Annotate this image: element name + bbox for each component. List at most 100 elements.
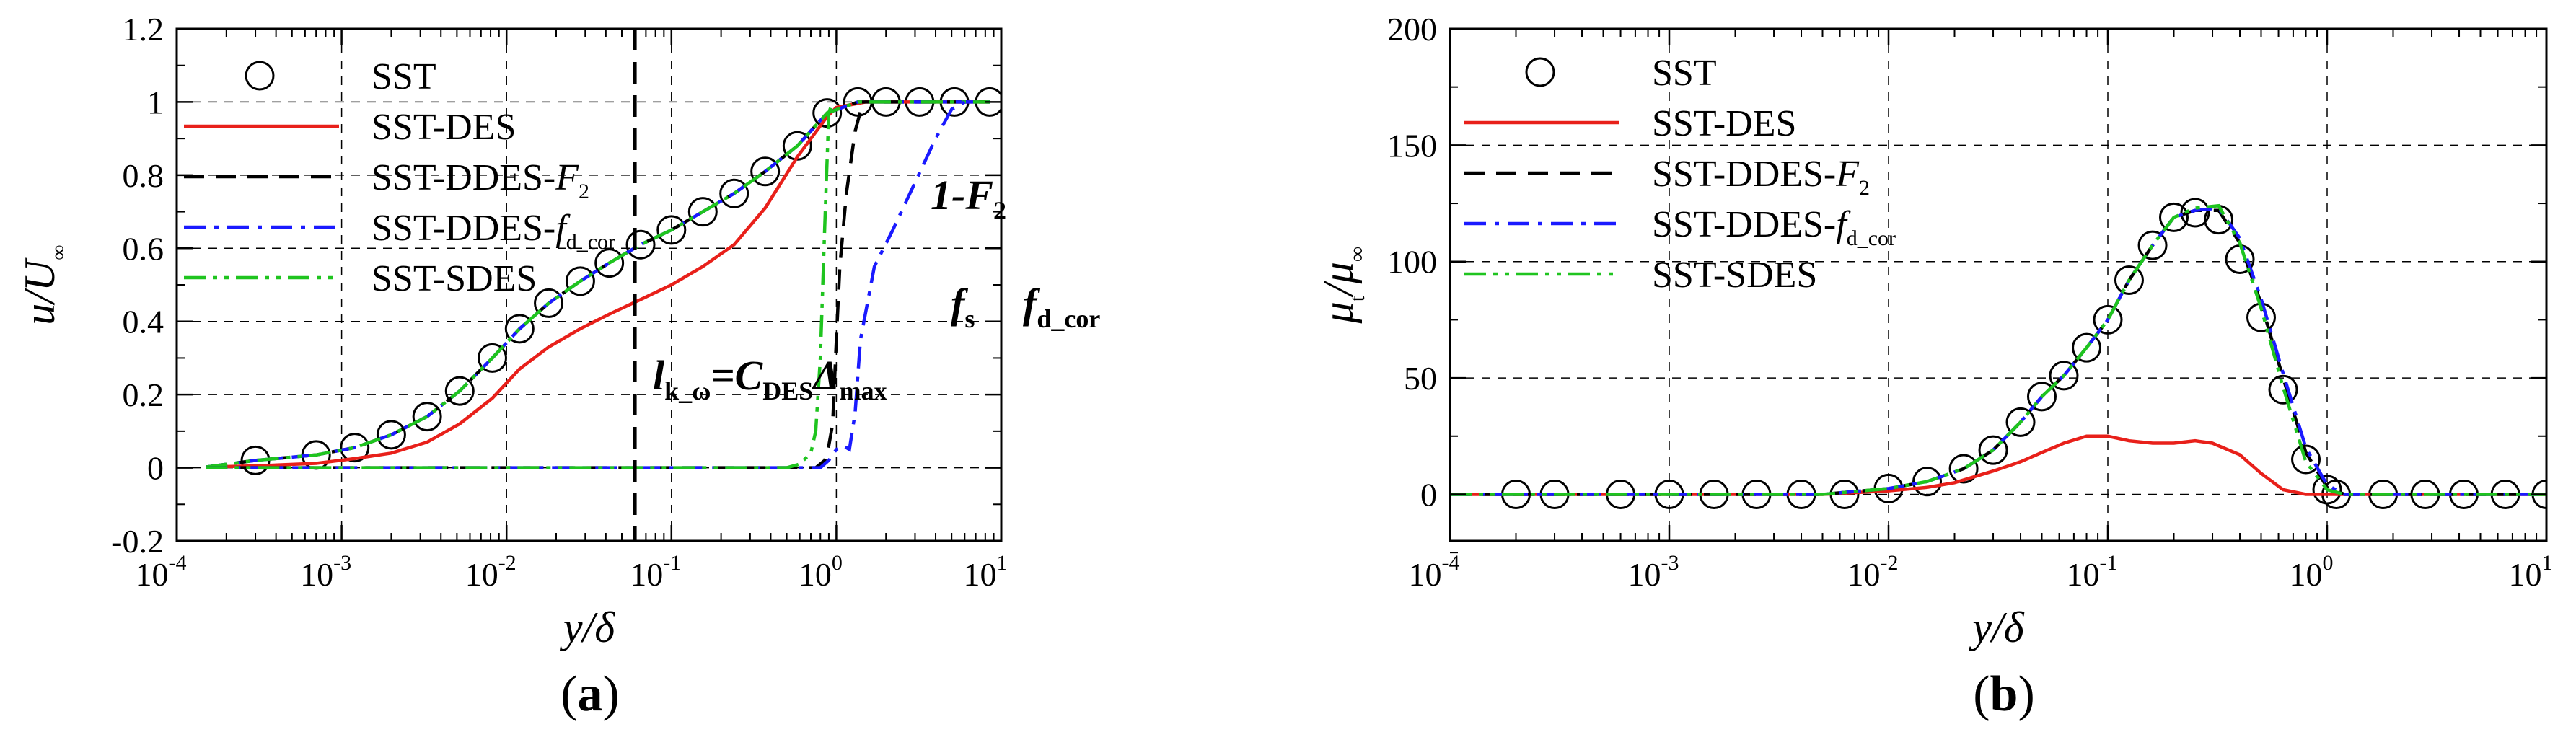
legend-label: SST-DES — [1652, 103, 1796, 144]
ann-fd-sub: d_cor — [1037, 304, 1100, 333]
legend-label: SST — [1652, 53, 1717, 94]
legend: SSTSST-DESSST-DDES-F2SST-DDES-fd_corSST-… — [1464, 53, 1896, 296]
series-line-fs — [206, 101, 835, 469]
legend-entry: SST-DDES-F2 — [1652, 154, 1870, 200]
y-axis-title-u: u — [16, 304, 63, 325]
legend-label-sub: 2 — [579, 180, 589, 203]
data-point-sst — [2026, 382, 2057, 412]
plot-frame — [1449, 27, 2548, 542]
legend-entry: SST-DES — [1652, 103, 1796, 144]
ann-f2-sub: 2 — [993, 196, 1006, 225]
data-point-sst — [2291, 444, 2321, 475]
data-point-sst — [376, 420, 406, 450]
grid — [1450, 29, 2546, 541]
y-tick-label: 0 — [147, 450, 164, 487]
data-point-sst — [412, 402, 442, 432]
legend-label-sub: d_cor — [566, 230, 615, 254]
x-axis-title: y/δ — [559, 604, 615, 651]
series-line-sst-sdes — [1450, 203, 2546, 496]
x-tick-exponent: -4 — [169, 551, 187, 575]
legend-marker-circle — [1525, 57, 1555, 87]
annotation-1-f2: 1-F2 — [931, 172, 1006, 225]
data-point-sst — [504, 314, 535, 344]
data-point-sst — [2093, 304, 2123, 335]
y-tick-label: 0.2 — [123, 376, 164, 413]
x-tick-exponent: -1 — [663, 551, 681, 575]
x-tick-exponent: -2 — [1881, 551, 1899, 575]
x-tick-label: 10-2 — [1847, 551, 1899, 593]
x-tick-base: 10 — [2067, 556, 2100, 593]
legend-entry: SST-SDES — [1652, 255, 1817, 296]
legend: SSTSST-DESSST-DDES-F2SST-DDES-fd_corSST-… — [184, 56, 615, 299]
data-point-sst — [1912, 467, 1943, 497]
x-tick-base: 10 — [1628, 556, 1661, 593]
data-point-sst — [2159, 202, 2189, 232]
ann-l: l — [653, 352, 665, 399]
panel-label: (b) — [1973, 666, 2035, 722]
x-tick-exponent: -3 — [1661, 551, 1679, 575]
x-tick-label: 10-1 — [630, 551, 681, 593]
data-point-sst — [2180, 198, 2210, 228]
y-axis-title-U: U — [16, 257, 63, 291]
x-tick-exponent: 0 — [2323, 551, 2334, 575]
ann-sub3: max — [840, 376, 887, 405]
data-point-sst — [625, 229, 656, 260]
data-point-sst — [2049, 361, 2079, 391]
data-point-sst — [719, 178, 749, 208]
x-tick-label: 10-4 — [136, 551, 187, 593]
x-tick-base: 10 — [136, 556, 169, 593]
y-axis-title: u/U∞ — [16, 244, 71, 325]
x-tick-exponent: -2 — [498, 551, 516, 575]
x-tick-label: 10-1 — [2067, 551, 2118, 593]
y-tick-label: 1 — [147, 84, 164, 120]
series-line-fd-cor — [206, 100, 966, 469]
x-tick-label: 10-3 — [1628, 551, 1679, 593]
plot-area — [206, 87, 1001, 475]
legend-label-italic: F — [555, 157, 579, 198]
ann-sub: k_ω — [664, 376, 711, 405]
y-axis-title-mu: μ — [1314, 301, 1362, 324]
x-axis-title-delta: δ — [594, 604, 615, 651]
legend-entry: SST — [372, 56, 436, 97]
panel-label-paren: ( — [561, 666, 577, 722]
y-tick-label: -0.2 — [111, 523, 164, 560]
series-line-sst-des — [1450, 434, 2546, 496]
panel-b-chart: 10-4 10-3 10-2 10-1 100 101050100150200y/δμt/… — [1314, 11, 2553, 722]
panel-label-paren: ) — [2018, 666, 2034, 722]
x-tick-base: 10 — [1847, 556, 1881, 593]
panel-label: (a) — [561, 666, 620, 722]
data-point-sst — [534, 288, 564, 318]
x-tick-base: 10 — [300, 556, 333, 593]
legend-label: SST-SDES — [1652, 255, 1817, 296]
y-tick-label: 0.4 — [123, 304, 164, 340]
legend-label-main: SST-DDES- — [372, 157, 555, 198]
y-tick-label: 150 — [1387, 127, 1437, 164]
data-point-sst — [2005, 407, 2036, 437]
legend-label: SST-SDES — [372, 258, 537, 299]
data-point-sst — [594, 248, 625, 278]
x-tick-exponent: 1 — [2542, 551, 2553, 575]
x-axis-title: y/δ — [1968, 604, 2024, 651]
x-tick-base: 10 — [630, 556, 663, 593]
annotation-fdcor: fd_cor — [1023, 280, 1100, 333]
x-tick-label: 101 — [2509, 551, 2553, 593]
x-tick-base: 10 — [1409, 556, 1442, 593]
x-tick-base: 10 — [2290, 556, 2323, 593]
x-tick-label: 10-3 — [300, 551, 351, 593]
legend-label-main: SST-DDES- — [1652, 154, 1836, 195]
x-tick-label: 10-4 — [1409, 551, 1460, 593]
legend-marker-circle — [245, 61, 275, 91]
data-point-sst — [565, 266, 595, 296]
legend-label-sub: 2 — [1859, 176, 1870, 200]
series-line-sst-ddes-fd-cor — [206, 100, 990, 469]
x-tick-exponent: -4 — [1442, 551, 1460, 575]
ann-delta: Δ — [812, 352, 839, 399]
legend-label-main: SST-DDES- — [372, 208, 555, 249]
data-point-sst — [750, 156, 781, 187]
legend-entry: SST — [1652, 53, 1717, 94]
panel-label-paren: ) — [603, 666, 620, 722]
data-point-sst — [477, 343, 507, 373]
data-point-sst — [1948, 454, 1979, 484]
ticks — [175, 27, 1003, 542]
